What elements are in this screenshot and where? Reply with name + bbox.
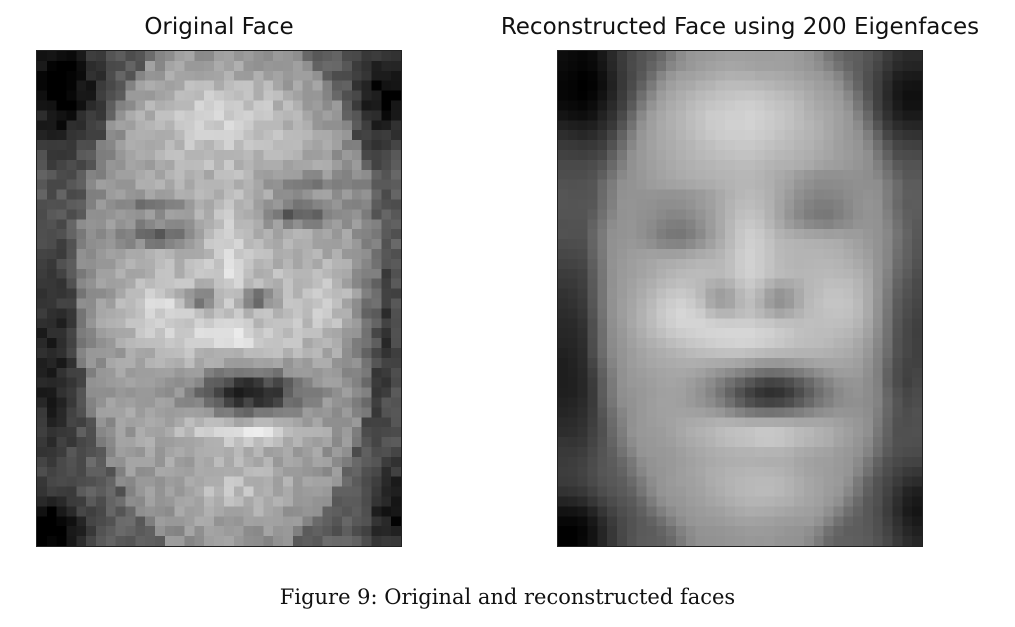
reconstructed-face-title: Reconstructed Face using 200 Eigenfaces	[500, 14, 980, 40]
original-face-image	[36, 50, 402, 547]
figure-caption: Figure 9: Original and reconstructed fac…	[279, 585, 736, 609]
reconstructed-face-image	[557, 50, 923, 547]
original-face-title: Original Face	[144, 14, 294, 40]
